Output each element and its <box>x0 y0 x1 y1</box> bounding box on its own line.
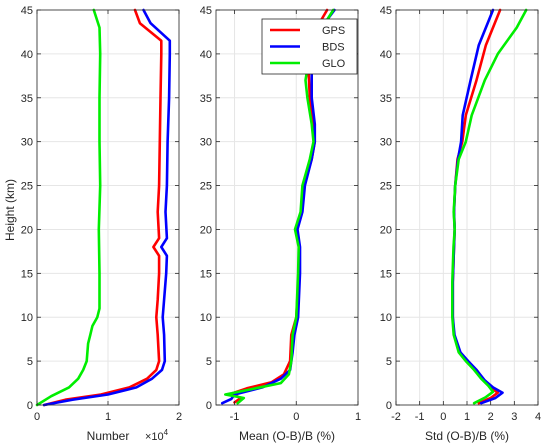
series-line-glo <box>451 8 528 405</box>
x-axis-label: Mean (O-B)/B (%) <box>239 429 335 443</box>
y-tick-label: 0 <box>27 400 33 412</box>
series-line-glo <box>35 8 102 407</box>
y-tick-label: 35 <box>200 93 212 105</box>
y-tick-label: 10 <box>200 312 212 324</box>
y-axis-label: Height (km) <box>3 179 17 241</box>
x-tick-label: 2 <box>488 411 494 423</box>
y-tick-label: 35 <box>21 93 33 105</box>
y-tick-label: 5 <box>386 356 392 368</box>
y-tick-label: 30 <box>21 137 33 149</box>
x-tick-label: 3 <box>511 411 517 423</box>
series-line-gps <box>42 8 163 407</box>
x-tick-label: 2 <box>176 411 182 423</box>
y-tick-label: 20 <box>200 224 212 236</box>
x-axis-label: Std (O-B)/B (%) <box>425 429 509 443</box>
y-tick-label: 15 <box>21 268 33 280</box>
y-tick-label: 5 <box>27 356 33 368</box>
y-tick-label: 0 <box>206 400 212 412</box>
y-tick-label: 0 <box>386 400 392 412</box>
x-tick-label: 1 <box>105 411 111 423</box>
legend: GPS BDS GLO <box>261 18 358 75</box>
y-tick-label: 35 <box>380 93 392 105</box>
x-tick-label: 0 <box>293 411 299 423</box>
x-tick-label: -1 <box>415 411 425 423</box>
x-tick-label: -2 <box>391 411 401 423</box>
y-tick-label: 25 <box>380 181 392 193</box>
series-line-glo <box>224 8 335 405</box>
y-tick-label: 45 <box>21 5 33 17</box>
legend-label-glo: GLO <box>322 58 346 70</box>
y-tick-label: 20 <box>380 224 392 236</box>
y-tick-label: 25 <box>21 181 33 193</box>
y-tick-label: 30 <box>380 137 392 149</box>
y-tick-label: 40 <box>380 49 392 61</box>
y-tick-label: 15 <box>200 268 212 280</box>
legend-label-gps: GPS <box>322 25 345 37</box>
legend-label-bds: BDS <box>322 42 345 54</box>
y-tick-label: 30 <box>200 137 212 149</box>
plot-background <box>216 10 358 405</box>
y-tick-label: 45 <box>200 5 212 17</box>
x-tick-label: 4 <box>535 411 541 423</box>
y-tick-label: 25 <box>200 181 212 193</box>
x-tick-label: -1 <box>230 411 240 423</box>
axes-frame <box>215 9 359 406</box>
y-tick-label: 5 <box>206 356 212 368</box>
x-exponent-label: ×104 <box>145 428 169 443</box>
y-tick-label: 10 <box>21 312 33 324</box>
series-line-bds <box>42 8 172 407</box>
y-tick-label: 15 <box>380 268 392 280</box>
x-axis-label: Number <box>87 429 130 443</box>
x-tick-label: 0 <box>440 411 446 423</box>
y-tick-label: 40 <box>200 49 212 61</box>
x-exponent-power: 4 <box>164 428 169 437</box>
y-tick-label: 20 <box>21 224 33 236</box>
y-tick-label: 40 <box>21 49 33 61</box>
x-tick-label: 0 <box>34 411 40 423</box>
x-tick-label: 1 <box>464 411 470 423</box>
y-tick-label: 10 <box>380 312 392 324</box>
x-tick-label: 1 <box>355 411 361 423</box>
y-tick-label: 45 <box>380 5 392 17</box>
